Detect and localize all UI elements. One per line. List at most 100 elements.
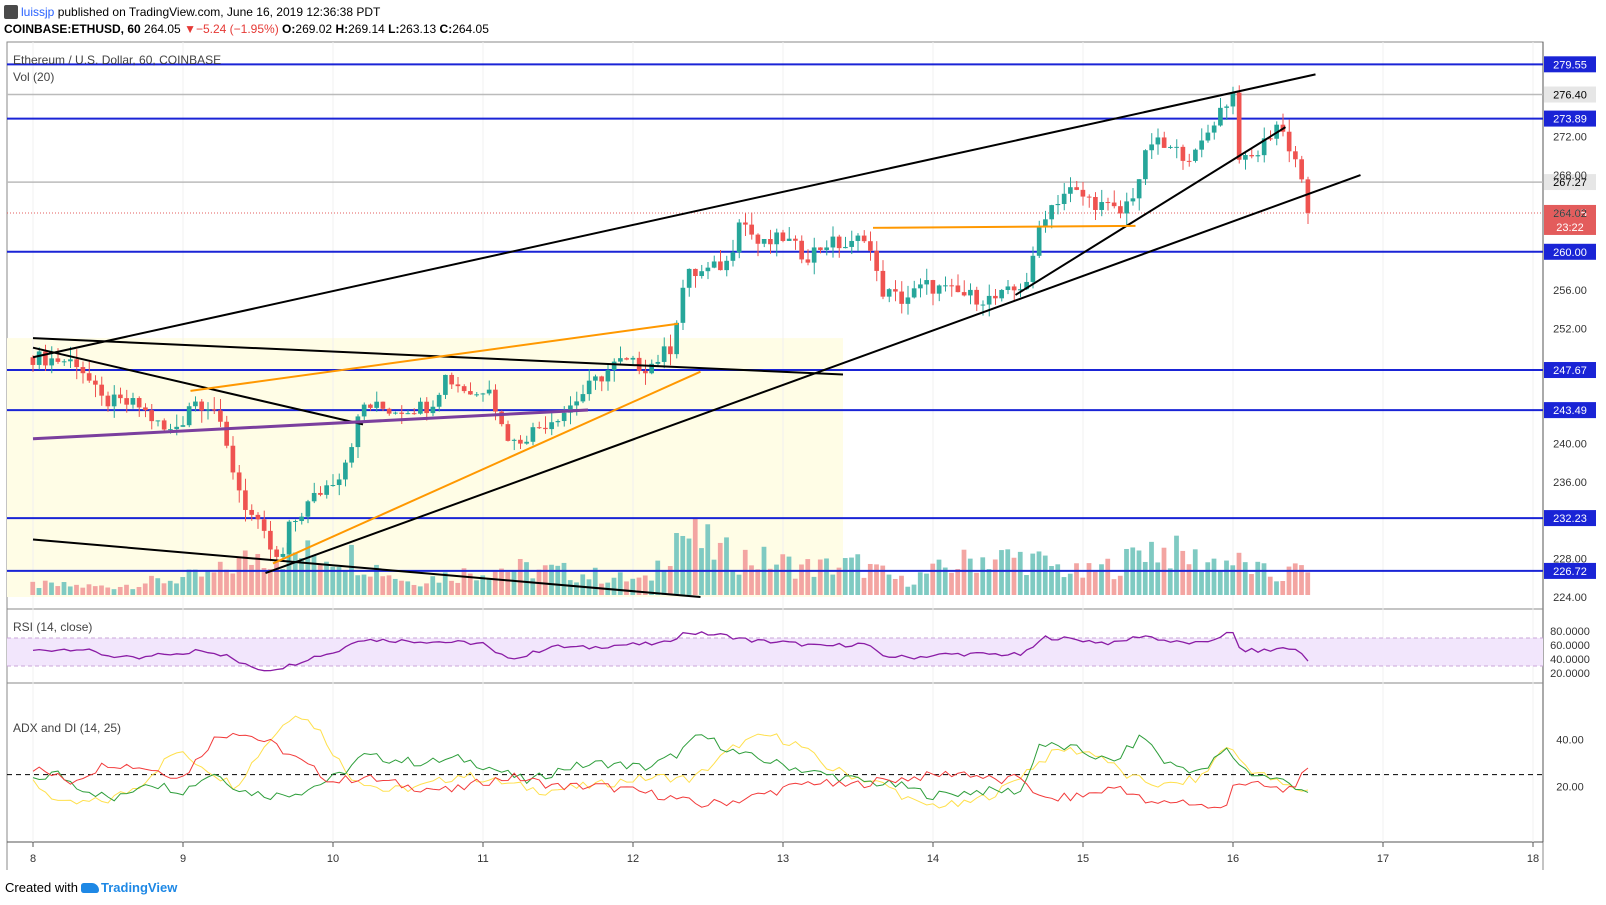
candle[interactable] [886, 289, 892, 297]
candle[interactable] [36, 351, 42, 365]
candle[interactable] [661, 346, 667, 362]
candle[interactable] [130, 398, 136, 405]
candle[interactable] [1299, 159, 1304, 180]
candle[interactable] [1155, 137, 1161, 145]
candle[interactable] [368, 404, 373, 408]
candle[interactable] [593, 376, 598, 381]
candle[interactable] [236, 472, 242, 491]
candle[interactable] [724, 260, 729, 271]
chart-canvas[interactable]: 279.55 276.40 273.89 267.27 260.00 247.67 243.… [0, 0, 1606, 870]
candle[interactable] [1143, 150, 1148, 180]
candle[interactable] [786, 238, 792, 241]
candle[interactable] [1149, 144, 1154, 151]
publisher-username[interactable]: luissjp [21, 5, 55, 19]
candle[interactable] [874, 250, 879, 271]
candle[interactable] [180, 425, 186, 427]
candle[interactable] [311, 492, 317, 502]
candle[interactable] [299, 516, 304, 522]
candle[interactable] [749, 224, 754, 235]
candle[interactable] [855, 235, 861, 241]
candle[interactable] [361, 404, 367, 417]
trendline-orange[interactable] [872, 224, 1136, 229]
candle[interactable] [243, 490, 248, 510]
candle[interactable] [793, 238, 798, 241]
candle[interactable] [849, 240, 854, 247]
candle[interactable] [499, 411, 504, 425]
candle[interactable] [530, 427, 536, 442]
candle[interactable] [736, 222, 742, 253]
candle[interactable] [711, 261, 717, 268]
candle[interactable] [211, 409, 217, 411]
candle[interactable] [486, 389, 492, 394]
candle[interactable] [155, 420, 161, 422]
candle[interactable] [1218, 107, 1223, 126]
candle[interactable] [1118, 206, 1123, 214]
candle[interactable] [1268, 138, 1273, 140]
candle[interactable] [336, 479, 342, 486]
candle[interactable] [868, 241, 873, 251]
candle[interactable] [768, 239, 773, 245]
candle[interactable] [1293, 151, 1298, 160]
candle[interactable] [124, 398, 129, 405]
candle[interactable] [549, 422, 554, 430]
candle[interactable] [1193, 149, 1198, 161]
candle[interactable] [843, 246, 848, 249]
candle[interactable] [1111, 202, 1117, 207]
candle[interactable] [349, 447, 354, 463]
candle[interactable] [799, 240, 804, 260]
candle[interactable] [1249, 155, 1254, 157]
candle[interactable] [880, 270, 886, 297]
candle[interactable] [674, 322, 679, 355]
candle[interactable] [1068, 187, 1073, 194]
candle[interactable] [355, 416, 361, 448]
candle[interactable] [643, 370, 648, 374]
candle[interactable] [980, 304, 986, 306]
candle[interactable] [61, 361, 67, 363]
candle[interactable] [1005, 286, 1011, 290]
candle[interactable] [543, 427, 548, 430]
candle[interactable] [955, 285, 961, 293]
candle[interactable] [68, 359, 73, 362]
candle[interactable] [493, 389, 498, 412]
candle[interactable] [680, 287, 686, 323]
candle[interactable] [399, 412, 404, 414]
candle[interactable] [511, 439, 517, 441]
candle[interactable] [474, 394, 479, 396]
candle[interactable] [649, 363, 654, 374]
candle[interactable] [1168, 146, 1173, 148]
candle[interactable] [343, 462, 348, 480]
candle[interactable] [1211, 125, 1217, 133]
candle[interactable] [255, 514, 261, 520]
candle[interactable] [230, 445, 236, 473]
candle[interactable] [205, 409, 211, 411]
candle[interactable] [999, 289, 1004, 299]
trendline-black[interactable] [32, 538, 701, 598]
candle[interactable] [699, 271, 704, 277]
candle[interactable] [718, 261, 723, 271]
candle[interactable] [830, 236, 836, 248]
candle[interactable] [943, 285, 948, 287]
candle[interactable] [1230, 92, 1236, 107]
candle[interactable] [111, 394, 117, 407]
candle[interactable] [1036, 227, 1042, 256]
trendline-black[interactable] [32, 346, 364, 426]
candle[interactable] [936, 285, 942, 294]
candle[interactable] [918, 284, 923, 289]
candle[interactable] [386, 408, 392, 414]
candle[interactable] [86, 373, 92, 381]
candle[interactable] [1061, 193, 1067, 204]
candle[interactable] [743, 222, 748, 225]
candle[interactable] [1199, 140, 1204, 150]
candle[interactable] [174, 426, 179, 430]
candle[interactable] [993, 295, 998, 299]
candle[interactable] [1161, 137, 1167, 148]
candle[interactable] [218, 410, 223, 422]
candle[interactable] [693, 268, 698, 277]
candle[interactable] [1018, 289, 1023, 291]
candle[interactable] [455, 384, 461, 387]
candle[interactable] [118, 394, 123, 399]
candle[interactable] [1099, 202, 1104, 210]
trendline-purple[interactable] [32, 408, 589, 441]
candle[interactable] [1255, 155, 1261, 157]
candle[interactable] [911, 288, 917, 298]
